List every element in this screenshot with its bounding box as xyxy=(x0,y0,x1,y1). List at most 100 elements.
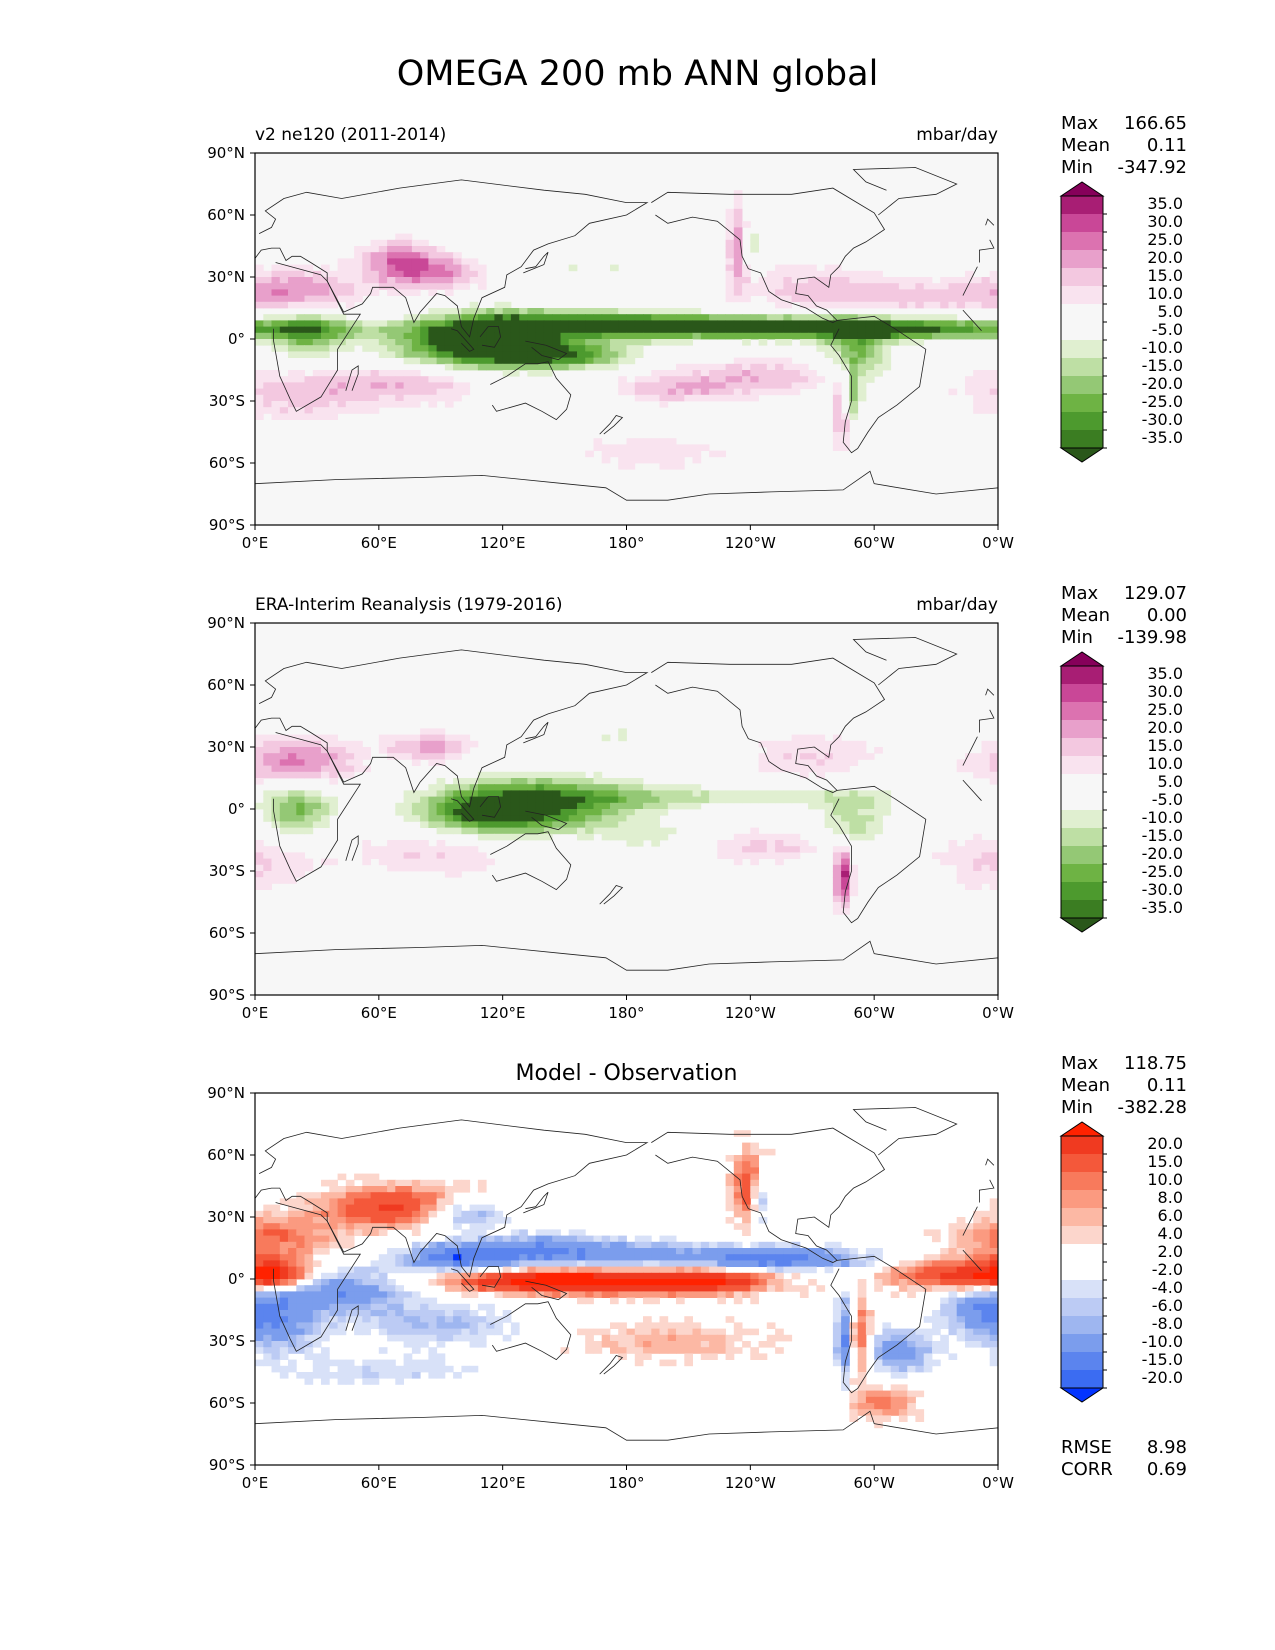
contour-cell xyxy=(709,1328,718,1336)
contour-cell xyxy=(263,394,272,402)
contour-cell xyxy=(857,345,867,352)
contour-cell xyxy=(420,1365,429,1373)
contour-cell xyxy=(255,1341,264,1348)
contour-cell xyxy=(601,809,611,816)
contour-cell xyxy=(337,264,347,272)
contour-cell xyxy=(337,332,347,340)
contour-cell xyxy=(610,821,619,828)
contour-cell xyxy=(824,320,834,327)
contour-cell xyxy=(288,376,297,383)
contour-cell xyxy=(626,320,636,327)
contour-field xyxy=(255,728,999,915)
contour-cell xyxy=(667,463,677,470)
contour-cell xyxy=(279,1272,289,1280)
contour-cell xyxy=(981,382,991,389)
contour-cell xyxy=(981,376,991,383)
contour-cell xyxy=(890,1365,900,1373)
contour-cell xyxy=(651,332,660,340)
contour-cell xyxy=(453,1217,462,1224)
contour-cell xyxy=(288,1359,297,1367)
contour-cell xyxy=(585,320,594,327)
contour-cell xyxy=(436,252,446,259)
contour-cell xyxy=(411,1316,421,1323)
contour-cell xyxy=(453,264,462,272)
contour-cell xyxy=(626,1285,636,1292)
colorbar-segment xyxy=(1061,1262,1103,1280)
contour-cell xyxy=(577,357,586,365)
contour-cell xyxy=(783,270,793,278)
contour-cell xyxy=(684,1248,693,1255)
colorbar-label: -20.0 xyxy=(1142,374,1183,393)
contour-cell xyxy=(535,1254,545,1261)
colorbar-segment xyxy=(1061,1352,1103,1370)
contour-cell xyxy=(477,270,487,278)
contour-cell xyxy=(692,444,702,451)
contour-cell xyxy=(378,270,388,278)
contour-cell xyxy=(799,753,809,760)
contour-cell xyxy=(469,1223,479,1230)
colorbar-label: 15.0 xyxy=(1147,1152,1183,1171)
contour-cell xyxy=(857,283,867,290)
contour-cell xyxy=(907,283,916,290)
contour-cell xyxy=(667,802,677,810)
contour-cell xyxy=(436,821,446,828)
coastline-new-guinea xyxy=(525,1280,568,1301)
contour-cell xyxy=(552,363,561,371)
contour-cell xyxy=(552,1229,561,1236)
contour-cell xyxy=(882,809,892,816)
contour-cell xyxy=(436,258,446,265)
contour-cell xyxy=(766,283,776,290)
contour-cell xyxy=(700,444,710,451)
contour-cell xyxy=(329,1235,338,1243)
contour-cell xyxy=(709,320,718,327)
contour-cell xyxy=(469,332,479,340)
contour-cell xyxy=(304,314,314,321)
contour-cell xyxy=(882,1359,892,1367)
contour-cell xyxy=(428,1310,438,1317)
contour-cell xyxy=(973,1341,982,1348)
contour-cell xyxy=(692,802,702,810)
contour-cell xyxy=(940,1334,949,1342)
contour-cell xyxy=(312,289,322,296)
contour-cell xyxy=(965,840,974,847)
contour-cell xyxy=(857,270,867,278)
contour-cell xyxy=(345,1372,355,1379)
contour-cell xyxy=(989,295,999,303)
contour-cell xyxy=(709,450,718,458)
contour-cell xyxy=(354,326,363,334)
contour-cell xyxy=(733,270,743,278)
contour-cell xyxy=(577,809,586,816)
contour-cell xyxy=(692,1347,702,1354)
coastline-borneo xyxy=(479,796,502,818)
contour-cell xyxy=(354,1266,363,1274)
contour-cell xyxy=(816,771,826,779)
contour-cell xyxy=(271,858,281,866)
colorbar-segment xyxy=(1061,412,1103,430)
contour-cell xyxy=(304,864,314,872)
contour-cell xyxy=(370,1310,380,1317)
contour-cell xyxy=(659,796,669,804)
contour-cell xyxy=(378,1198,388,1205)
contour-cell xyxy=(337,270,347,278)
contour-cell xyxy=(832,432,842,439)
contour-cell xyxy=(453,394,462,402)
contour-cell xyxy=(882,1328,892,1336)
contour-cell xyxy=(981,1291,991,1298)
contour-cell xyxy=(279,295,289,303)
contour-cell xyxy=(940,295,949,303)
contour-cell xyxy=(700,1248,710,1255)
contour-cell xyxy=(725,320,735,327)
contour-cell xyxy=(255,1279,264,1286)
contour-cell xyxy=(403,1260,413,1267)
contour-cell xyxy=(882,802,892,810)
contour-cell xyxy=(444,252,454,259)
contour-cell xyxy=(865,1384,875,1391)
contour-cell xyxy=(725,1204,735,1212)
contour-cell xyxy=(362,1204,371,1212)
contour-cell xyxy=(568,778,578,785)
contour-cell xyxy=(354,264,363,272)
contour-cell xyxy=(494,1316,504,1323)
contour-cell xyxy=(296,388,305,396)
contour-cell xyxy=(444,394,454,402)
contour-cell xyxy=(329,1359,338,1367)
